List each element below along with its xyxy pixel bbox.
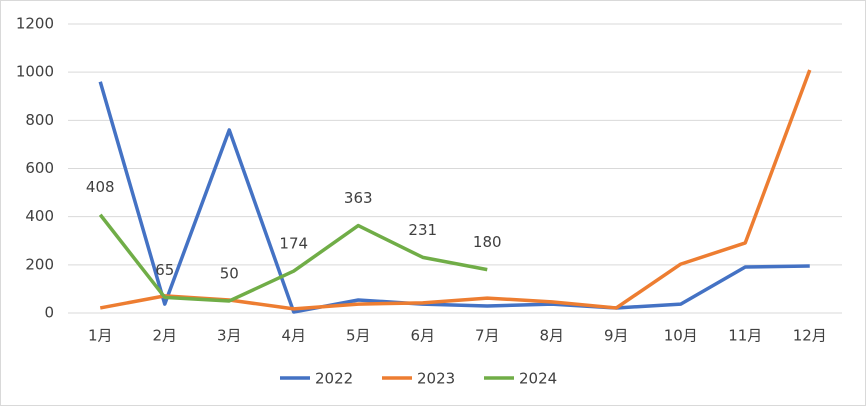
y-tick-label: 1200 [16, 15, 54, 33]
x-tick-label: 12月 [793, 327, 827, 345]
data-label: 363 [344, 189, 373, 207]
y-tick-label: 600 [25, 159, 54, 177]
series-line [98, 81, 810, 314]
data-label: 180 [473, 233, 502, 251]
x-tick-label: 10月 [664, 327, 698, 345]
legend-label: 2022 [315, 370, 353, 388]
x-tick-label: 3月 [217, 327, 242, 345]
y-tick-label: 1000 [16, 63, 54, 81]
legend-label: 2024 [519, 370, 557, 388]
legend-label: 2023 [417, 370, 455, 388]
data-label: 50 [220, 264, 239, 282]
x-tick-label: 1月 [88, 327, 113, 345]
data-label: 174 [279, 235, 308, 253]
data-label: 408 [86, 178, 115, 196]
x-tick-label: 2月 [152, 327, 177, 345]
x-tick-label: 11月 [728, 327, 762, 345]
x-tick-label: 8月 [539, 327, 564, 345]
x-tick-label: 5月 [346, 327, 371, 345]
x-tick-label: 6月 [410, 327, 435, 345]
y-tick-label: 800 [25, 111, 54, 129]
series-line [98, 213, 488, 303]
y-tick-label: 400 [25, 207, 54, 225]
y-tick-label: 200 [25, 255, 54, 273]
data-label: 65 [155, 261, 174, 279]
x-tick-label: 7月 [475, 327, 500, 345]
x-tick-label: 9月 [604, 327, 629, 345]
x-tick-label: 4月 [281, 327, 306, 345]
data-label: 231 [408, 221, 437, 239]
y-tick-label: 0 [44, 304, 54, 322]
